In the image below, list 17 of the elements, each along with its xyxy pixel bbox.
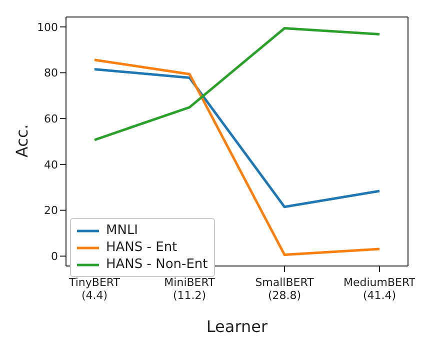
line-series [93, 68, 381, 208]
y-tick-label: 20 [44, 204, 58, 218]
legend-label: MNLI [106, 223, 138, 238]
y-tick-label: 80 [44, 66, 58, 80]
y-tick-label: 0 [51, 250, 58, 264]
legend-label: HANS - Non-Ent [106, 257, 208, 272]
x-axis-title: Learner [206, 317, 268, 336]
line-series [93, 58, 381, 256]
y-axis-title: Acc. [12, 124, 32, 158]
x-tick-label: TinyBERT (4.4) [68, 276, 120, 302]
y-tick-label: 40 [44, 158, 58, 172]
y-tick-label: 60 [44, 112, 58, 126]
line-series [93, 26, 381, 142]
y-tick-label: 100 [37, 20, 58, 34]
x-tick-label: MiniBERT (11.2) [164, 276, 216, 302]
x-tick-label: SmallBERT (28.8) [255, 276, 314, 302]
legend-label: HANS - Ent [106, 240, 178, 255]
